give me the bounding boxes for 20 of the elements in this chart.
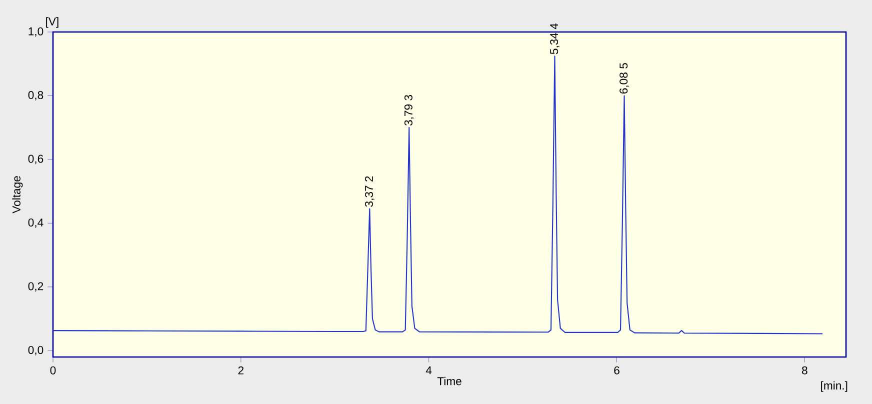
x-axis-title: Time: [437, 376, 462, 386]
y-tick-label: 0,8: [28, 91, 44, 100]
x-tick-label: 6: [614, 366, 620, 374]
text: [V]: [46, 17, 58, 28]
y-axis-title: Voltage: [12, 176, 23, 214]
x-tick-label: 2: [238, 366, 244, 374]
y-tick-label: 0,0: [28, 346, 44, 356]
text: [min.]: [821, 381, 848, 392]
y-tick-label: 0,6: [28, 154, 44, 164]
y-tick-label: 1,0: [28, 27, 44, 37]
y-tick-label: 0,2: [28, 282, 44, 292]
x-tick-label: 0: [50, 366, 56, 374]
annotation: 3,37 2: [364, 176, 374, 207]
annotation: 6,08 5: [620, 63, 629, 94]
x-tick-label: 4: [426, 366, 432, 374]
x-tick-label: 8: [802, 366, 808, 374]
annotation: 3,79 3: [404, 94, 414, 126]
line-series: [52, 56, 824, 334]
annotation: 5,34 4: [550, 23, 560, 54]
y-tick-label: 0,4: [28, 218, 44, 228]
